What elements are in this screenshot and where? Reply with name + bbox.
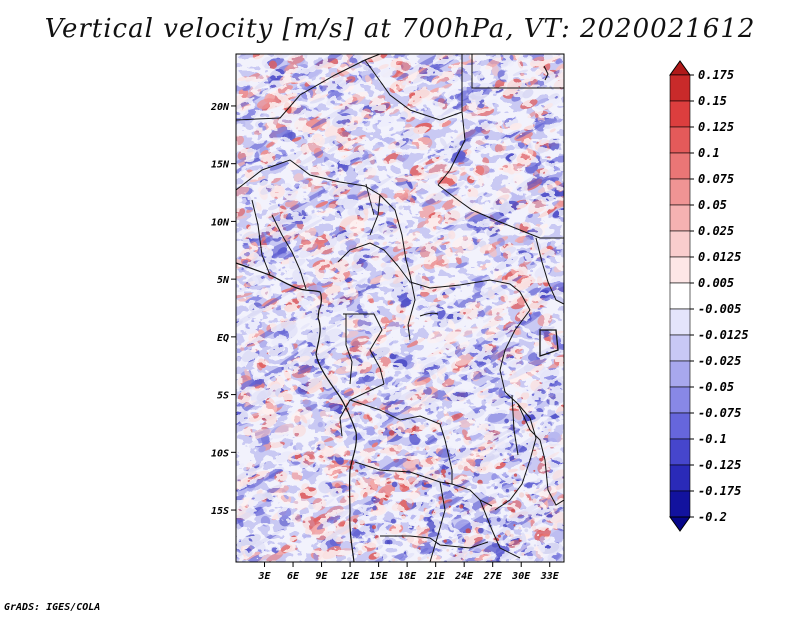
lon-tick-label: 15E xyxy=(370,571,389,582)
colorbar-segment xyxy=(669,386,691,414)
colorbar-segment xyxy=(669,230,691,258)
colorbar-segment xyxy=(669,256,691,284)
velocity-field xyxy=(236,54,564,562)
lat-tick-label: EQ xyxy=(217,333,229,344)
colorbar-segment xyxy=(669,360,691,388)
lon-tick-label: 30E xyxy=(511,571,531,582)
lat-tick-label: 5S xyxy=(217,391,229,402)
colorbar-segment xyxy=(669,464,691,492)
colorbar-label: -0.0125 xyxy=(698,328,749,342)
colorbar-label: -0.075 xyxy=(698,406,741,420)
lon-tick-label: 21E xyxy=(426,571,446,582)
colorbar-segment xyxy=(669,204,691,232)
lat-tick-label: 15N xyxy=(211,160,230,171)
lon-tick-label: 9E xyxy=(316,571,329,582)
colorbar-label: 0.005 xyxy=(698,276,734,290)
colorbar-segment xyxy=(669,412,691,440)
lon-tick-label: 27E xyxy=(483,571,503,582)
colorbar-segment xyxy=(669,334,691,362)
colorbar-label: 0.0125 xyxy=(698,250,741,264)
colorbar-label: 0.1 xyxy=(698,146,720,160)
colorbar-label: 0.025 xyxy=(698,224,734,238)
lon-tick-label: 3E xyxy=(257,571,271,582)
lon-tick-label: 18E xyxy=(398,571,417,582)
grads-credit: GrADS: IGES/COLA xyxy=(4,602,101,613)
colorbar-label: -0.2 xyxy=(698,510,727,524)
colorbar-bottom-arrow xyxy=(669,516,691,532)
chart-title: Vertical velocity [m/s] at 700hPa, VT: 2… xyxy=(44,14,756,44)
colorbar-segment xyxy=(669,308,691,336)
lat-tick-label: 10N xyxy=(211,217,230,228)
lon-tick-label: 12E xyxy=(341,571,360,582)
colorbar-segment xyxy=(669,74,691,102)
colorbar-segment xyxy=(669,126,691,154)
colorbar-label: 0.125 xyxy=(698,120,734,134)
colorbar-segment xyxy=(669,152,691,180)
colorbar-label: 0.075 xyxy=(698,172,734,186)
lon-tick-label: 33E xyxy=(540,571,560,582)
colorbar-segment xyxy=(669,282,691,310)
colorbar-label: -0.005 xyxy=(698,302,741,316)
colorbar-top-arrow xyxy=(669,60,691,76)
lat-tick-label: 10S xyxy=(211,448,229,459)
lon-tick-label: 24E xyxy=(454,571,474,582)
colorbar-label: 0.175 xyxy=(698,68,734,82)
colorbar-segment xyxy=(669,490,691,518)
lon-tick-label: 6E xyxy=(287,571,300,582)
lat-tick-label: 15S xyxy=(211,506,229,517)
colorbar-segment xyxy=(669,178,691,206)
colorbar-label: 0.15 xyxy=(698,94,727,108)
lat-tick-label: 20N xyxy=(210,102,230,113)
colorbar-label: -0.175 xyxy=(698,484,741,498)
colorbar-segment xyxy=(669,438,691,466)
colorbar-label: 0.05 xyxy=(698,198,727,212)
colorbar-label: -0.025 xyxy=(698,354,741,368)
country-borders xyxy=(236,54,564,562)
colorbar: 0.175 0.15 0.125 0.1 0.075 0.05 0.025 0.0125 0.0… xyxy=(669,60,749,532)
colorbar-label: -0.05 xyxy=(698,380,734,394)
colorbar-label: -0.125 xyxy=(698,458,741,472)
map-frame xyxy=(235,53,565,563)
colorbar-label: -0.1 xyxy=(698,432,727,446)
lat-tick-label: 5N xyxy=(217,275,230,286)
colorbar-segment xyxy=(669,100,691,128)
